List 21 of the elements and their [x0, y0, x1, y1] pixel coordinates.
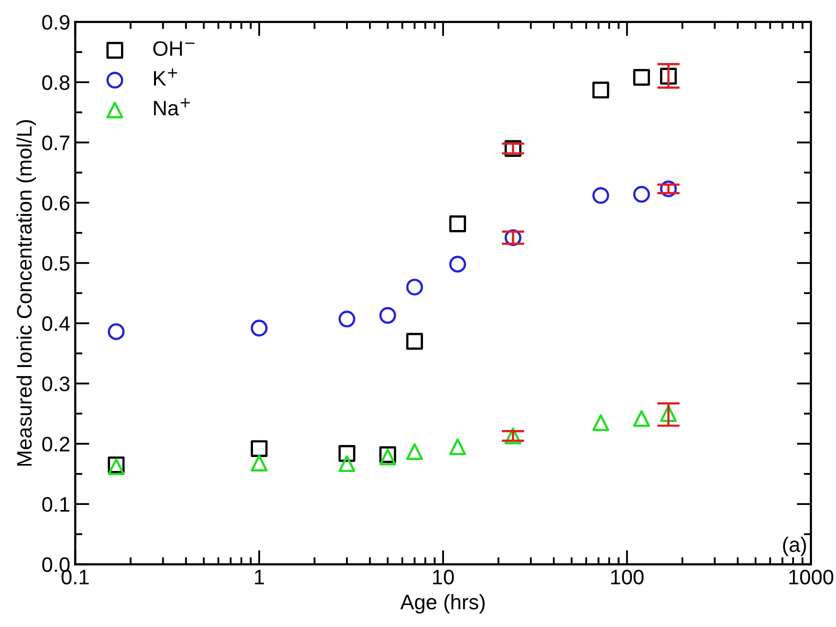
- y-tick-label: 0.2: [42, 436, 70, 452]
- x-tick-label: 100: [611, 570, 644, 584]
- y-tick-label: 0.1: [42, 497, 70, 512]
- y-axis-title: Measured Ionic Concentration (mol/L): [16, 120, 36, 466]
- y-tick-label: 0.9: [42, 14, 70, 30]
- legend-label: OH$^{−}$: [153, 41, 194, 56]
- y-tick-label: 0.5: [42, 256, 70, 271]
- x-tick-label: 10: [433, 570, 454, 584]
- x-tick-label: 1: [254, 570, 264, 584]
- legend-label: Na$^{+}$: [154, 98, 190, 116]
- y-tick-label: 0.7: [42, 135, 70, 150]
- x-axis-title: Age (hrs): [400, 594, 485, 614]
- legend-label: K$^{+}$: [154, 68, 178, 86]
- annotation: (a): [783, 536, 806, 556]
- y-tick-label: 0.0: [42, 557, 70, 572]
- x-tick-label: 0.1: [62, 570, 89, 584]
- y-tick-label: 0.8: [42, 75, 70, 90]
- y-tick-label: 0.4: [42, 316, 70, 332]
- y-tick-label: 0.3: [42, 376, 70, 392]
- x-tick-label: 1000: [789, 570, 834, 584]
- y-tick-label: 0.6: [42, 196, 70, 210]
